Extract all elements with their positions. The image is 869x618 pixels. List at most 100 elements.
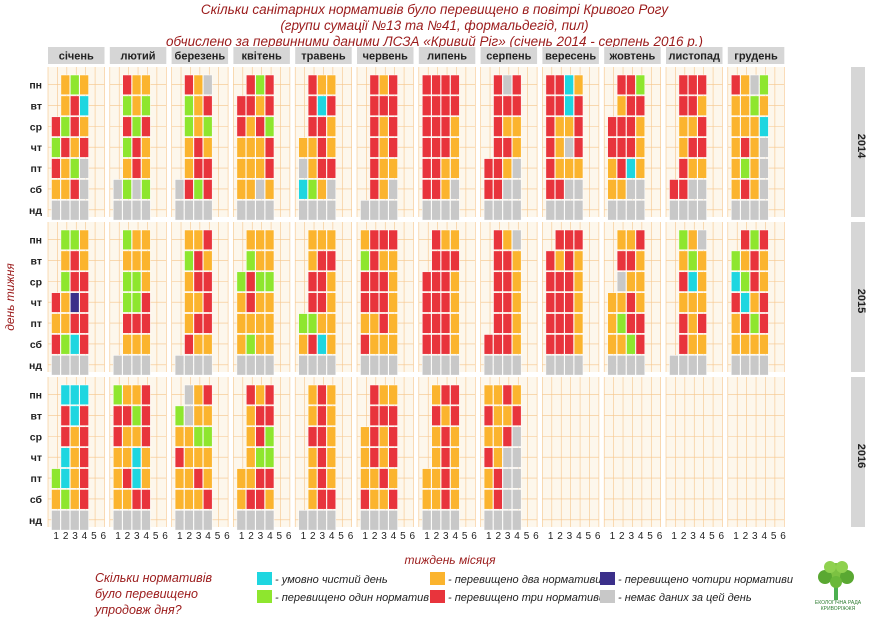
heat-cell	[503, 200, 512, 220]
heat-cell	[327, 293, 336, 313]
y-tick-label: пн	[29, 389, 42, 401]
heat-cell	[441, 510, 450, 530]
x-tick-label: 1	[548, 531, 554, 542]
x-tick-label: 5	[338, 531, 344, 542]
heat-cell	[389, 117, 398, 137]
heat-cell	[308, 272, 317, 292]
heat-cell	[389, 469, 398, 489]
y-tick-label: сб	[30, 339, 43, 351]
heat-cell	[61, 75, 70, 95]
heat-cell	[451, 180, 460, 200]
y-tick-label: ср	[30, 276, 42, 288]
heat-cell	[194, 75, 203, 95]
heat-cell	[750, 335, 759, 355]
heat-cell	[265, 510, 274, 530]
y-tick-label: вт	[31, 255, 42, 267]
heat-cell	[422, 180, 431, 200]
y-tick-label: чт	[31, 297, 42, 309]
heat-cell	[265, 180, 274, 200]
heat-cell	[574, 159, 583, 179]
heat-cell	[308, 427, 317, 447]
heat-cell	[132, 96, 141, 116]
x-tick-label: 2	[248, 531, 254, 542]
heat-cell	[555, 75, 564, 95]
heat-cell	[70, 490, 79, 510]
heat-cell	[194, 159, 203, 179]
heat-cell	[698, 272, 707, 292]
x-tick-label: 5	[647, 531, 653, 542]
heat-cell	[246, 427, 255, 447]
x-tick-label: 5	[462, 531, 468, 542]
legend-label-three: - перевищено три нормативи	[448, 592, 605, 604]
heat-cell	[636, 138, 645, 158]
heat-cell	[565, 200, 574, 220]
heat-cell	[203, 138, 212, 158]
heat-cell	[679, 335, 688, 355]
y-tick-label: пн	[29, 79, 42, 91]
heat-cell	[503, 293, 512, 313]
heat-cell	[503, 490, 512, 510]
heat-cell	[494, 469, 503, 489]
heat-cell	[203, 355, 212, 375]
heat-cell	[627, 230, 636, 250]
heat-cell	[555, 138, 564, 158]
x-tick-label: 3	[72, 531, 78, 542]
x-tick-label: 2	[619, 531, 625, 542]
heat-cell	[484, 200, 493, 220]
heat-cell	[494, 251, 503, 271]
heat-cell	[246, 355, 255, 375]
heat-cell	[80, 385, 89, 405]
heat-cell	[61, 427, 70, 447]
y-tick-label: чт	[31, 452, 42, 464]
heat-cell	[265, 230, 274, 250]
heat-cell	[441, 314, 450, 334]
heat-cell	[750, 200, 759, 220]
heat-cell	[132, 230, 141, 250]
heat-cell	[432, 251, 441, 271]
heat-cell	[142, 159, 151, 179]
heat-cell	[327, 469, 336, 489]
heat-cell	[760, 230, 769, 250]
heat-cell	[627, 138, 636, 158]
x-tick-label: 4	[391, 531, 397, 542]
heat-cell	[608, 335, 617, 355]
heat-cell	[246, 293, 255, 313]
heat-cell	[698, 251, 707, 271]
heat-cell	[379, 448, 388, 468]
heat-cell	[194, 200, 203, 220]
heat-cell	[237, 272, 246, 292]
heat-cell	[432, 159, 441, 179]
heat-cell	[194, 490, 203, 510]
heat-cell	[256, 293, 265, 313]
heat-cell	[555, 272, 564, 292]
heat-cell	[636, 251, 645, 271]
heat-cell	[123, 272, 132, 292]
heat-cell	[555, 355, 564, 375]
heat-cell	[389, 138, 398, 158]
heat-cell	[679, 251, 688, 271]
heat-cell	[246, 117, 255, 137]
heat-cell	[327, 159, 336, 179]
heat-cell	[627, 180, 636, 200]
heat-cell	[546, 314, 555, 334]
heat-cell	[389, 406, 398, 426]
heat-cell	[123, 180, 132, 200]
heat-cell	[123, 293, 132, 313]
heat-cell	[194, 117, 203, 137]
heat-cell	[451, 355, 460, 375]
heat-cell	[299, 510, 308, 530]
heat-cell	[237, 180, 246, 200]
heat-cell	[308, 159, 317, 179]
y-tick-label: нд	[29, 515, 42, 527]
heat-cell	[494, 159, 503, 179]
heat-cell	[741, 96, 750, 116]
heat-cell	[142, 490, 151, 510]
heat-cell	[123, 490, 132, 510]
heat-cell	[494, 180, 503, 200]
heat-cell	[113, 510, 122, 530]
heat-cell	[237, 510, 246, 530]
heat-cell	[256, 469, 265, 489]
heat-cell	[265, 200, 274, 220]
heat-cell	[441, 96, 450, 116]
heat-cell	[546, 272, 555, 292]
